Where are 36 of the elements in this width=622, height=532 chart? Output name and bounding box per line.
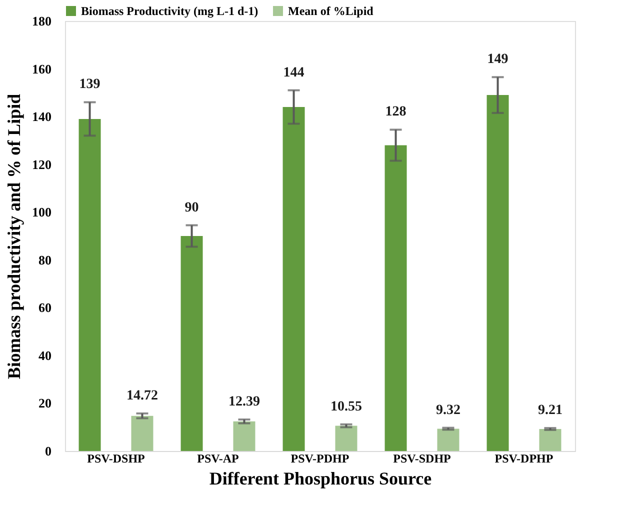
y-tick-label: 20 <box>38 396 52 411</box>
data-label: 10.55 <box>330 399 362 414</box>
y-tick-label: 180 <box>32 14 52 28</box>
data-label: 12.39 <box>228 394 260 410</box>
legend-label: Mean of %Lipid <box>288 4 374 18</box>
y-tick-label: 0 <box>45 444 52 458</box>
y-tick-label: 160 <box>32 61 52 76</box>
data-label: 149 <box>487 52 508 68</box>
x-tick-label: PSV-DPHP <box>494 452 554 466</box>
x-tick-label: PSV-DSHP <box>87 452 145 466</box>
bar <box>78 118 101 451</box>
bar <box>282 107 305 451</box>
legend-label: Biomass Productivity (mg L-1 d-1) <box>81 4 258 18</box>
x-tick-label: PSV-SDHP <box>393 452 451 466</box>
y-tick-label: 120 <box>32 156 52 172</box>
bar <box>486 95 509 451</box>
y-tick-label: 40 <box>38 348 52 363</box>
x-tick-label: PSV-PDHP <box>290 452 350 466</box>
data-label: 139 <box>79 77 100 92</box>
data-label: 144 <box>283 65 304 80</box>
data-label: 9.32 <box>436 402 460 418</box>
y-tick-label: 80 <box>38 252 52 268</box>
data-label: 9.21 <box>538 403 562 418</box>
y-axis-title: Biomass productivity and % of Lipid <box>4 94 24 380</box>
y-tick-label: 60 <box>38 300 52 316</box>
x-axis-title: Different Phosphorus Source <box>209 468 432 488</box>
bar <box>539 429 562 451</box>
y-tick-label: 100 <box>32 204 52 220</box>
bar <box>180 236 203 451</box>
data-label: 90 <box>184 200 199 216</box>
bar <box>437 428 460 451</box>
y-tick-label: 140 <box>32 109 52 124</box>
x-tick-label: PSV-AP <box>197 452 239 466</box>
bar <box>384 145 407 451</box>
data-label: 14.72 <box>126 388 158 404</box>
data-label: 128 <box>385 104 406 120</box>
